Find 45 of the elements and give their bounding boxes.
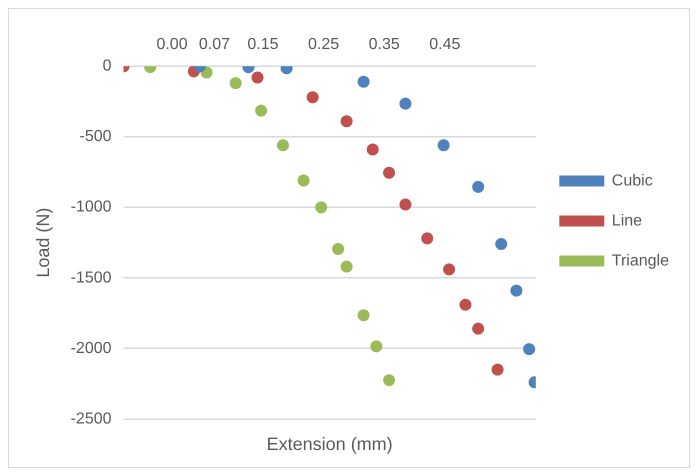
x-axis-title: Extension (mm) [266, 434, 393, 454]
legend-label: Cubic [612, 172, 653, 190]
legend-label: Line [612, 212, 642, 230]
point [306, 91, 319, 104]
y-tick-label: -1500 [70, 269, 112, 286]
point [340, 115, 353, 128]
y-tick-label: -1000 [70, 198, 112, 216]
point [523, 343, 536, 356]
y-axis-title: Load (N) [32, 208, 53, 278]
point [358, 76, 370, 88]
point [492, 364, 504, 376]
point [315, 201, 328, 214]
x-tick-label: 0.07 [198, 36, 230, 54]
point [510, 284, 522, 297]
point [276, 139, 289, 152]
x-tick-label: 0.35 [368, 36, 400, 54]
point [370, 340, 382, 352]
y-tick-label: -2500 [70, 410, 112, 428]
point [366, 143, 379, 156]
point [298, 174, 310, 187]
y-tick-label: -2000 [70, 340, 112, 357]
point [459, 298, 472, 311]
x-tick-label: 0.25 [308, 36, 340, 54]
point [443, 263, 456, 276]
point [255, 104, 268, 117]
point [399, 98, 412, 110]
legend-label: Triangle [612, 252, 670, 270]
point [399, 198, 412, 210]
y-tick-label: 0 [102, 58, 112, 75]
point [230, 77, 242, 90]
point [472, 180, 484, 193]
point [421, 232, 434, 244]
point [438, 139, 450, 152]
point [252, 71, 264, 84]
y-tick-label: -500 [79, 128, 112, 146]
point [340, 260, 353, 273]
point [472, 322, 484, 335]
point [383, 166, 396, 179]
x-tick-label: 0.45 [429, 36, 461, 54]
x-tick-label: 0.00 [156, 36, 188, 54]
point [495, 238, 508, 250]
x-tick-label: 0.15 [247, 36, 279, 54]
point [358, 309, 370, 322]
point [383, 374, 396, 386]
point [332, 242, 344, 255]
